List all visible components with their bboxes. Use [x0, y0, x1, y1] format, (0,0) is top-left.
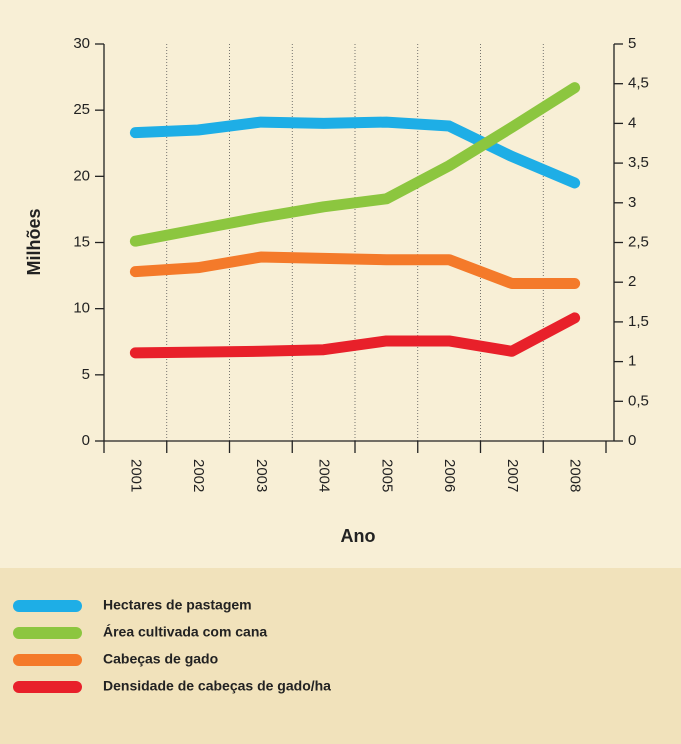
y-tick-label: 5 [82, 366, 90, 383]
y-tick-label: 0 [82, 432, 90, 449]
y-tick-label: 20 [73, 167, 90, 184]
x-tick-label: 2001 [127, 459, 144, 492]
y-axis-label: Milhões [24, 208, 44, 275]
x-tick-label: 2006 [441, 459, 458, 492]
y2-tick-label: 5 [628, 35, 636, 52]
legend-label: Área cultivada com cana [103, 624, 267, 640]
series-line [129, 116, 581, 189]
x-tick-label: 2008 [567, 459, 584, 492]
y2-tick-label: 2 [628, 273, 636, 290]
legend-label: Densidade de cabeças de gado/ha [103, 678, 331, 694]
y2-tick-label: 3 [628, 194, 636, 211]
y-tick-label: 25 [73, 101, 90, 118]
legend-label: Cabeças de gado [103, 651, 218, 667]
y2-tick-label: 4 [628, 114, 636, 131]
x-axis-label: Ano [341, 526, 376, 546]
y2-tick-label: 4,5 [628, 75, 649, 92]
series-line [129, 312, 581, 359]
y2-tick-label: 0 [628, 432, 636, 449]
x-tick-label: 2007 [504, 459, 521, 492]
x-tick-label: 2005 [378, 459, 395, 492]
y-tick-label: 10 [73, 300, 90, 317]
series-line [129, 82, 581, 247]
y-tick-label: 15 [73, 233, 90, 250]
series-line [129, 251, 581, 290]
x-tick-label: 2002 [190, 459, 207, 492]
y2-tick-label: 1 [628, 353, 636, 370]
x-tick-label: 2004 [316, 459, 333, 492]
y2-tick-label: 0,5 [628, 392, 649, 409]
y-tick-label: 30 [73, 35, 90, 52]
y2-tick-label: 1,5 [628, 313, 649, 330]
y2-tick-label: 2,5 [628, 233, 649, 250]
x-tick-label: 2003 [253, 459, 270, 492]
legend-label: Hectares de pastagem [103, 597, 252, 613]
y2-tick-label: 3,5 [628, 154, 649, 171]
